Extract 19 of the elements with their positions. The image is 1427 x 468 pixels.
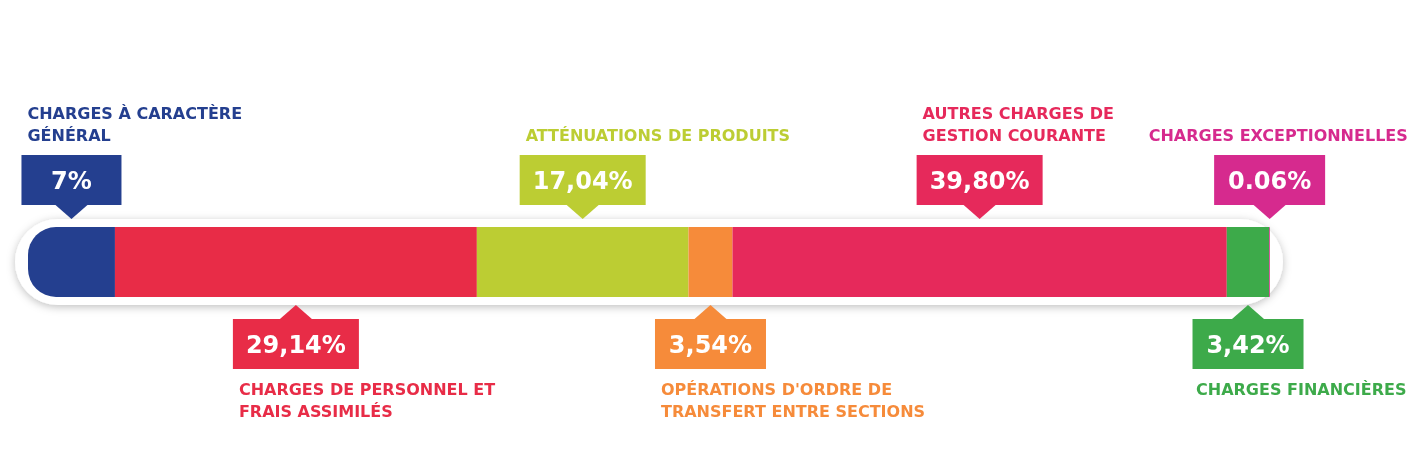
text: OPÉRATIONS D'ORDRE DE TRANSFERT ENTRE SECTIONS: [660, 380, 926, 421]
text: CHARGES DE PERSONNEL ET FRAIS ASSIMILÉS: [238, 380, 496, 421]
text: CHARGES EXCEPTIONNELLES: [1148, 126, 1408, 145]
data-label: 3,42%: [1206, 331, 1290, 359]
data-label: 29,14%: [245, 331, 346, 359]
data-label: 7%: [51, 167, 92, 195]
bar: [688, 227, 733, 297]
bar: [28, 227, 115, 297]
bar: [476, 227, 689, 297]
data-label: 3,54%: [668, 331, 753, 359]
bar: [1226, 227, 1270, 297]
text: CHARGES À CARACTÈRE GÉNÉRAL: [27, 104, 243, 145]
data-label: 0.06%: [1227, 167, 1312, 195]
text: CHARGES FINANCIÈRES: [1196, 380, 1407, 399]
data-label: 17,04%: [532, 167, 633, 195]
bar: [114, 227, 477, 297]
text: AUTRES CHARGES DE GESTION COURANTE: [922, 104, 1114, 145]
text: ATTÉNUATIONS DE PRODUITS: [525, 126, 791, 145]
data-label: 39,80%: [929, 167, 1030, 195]
